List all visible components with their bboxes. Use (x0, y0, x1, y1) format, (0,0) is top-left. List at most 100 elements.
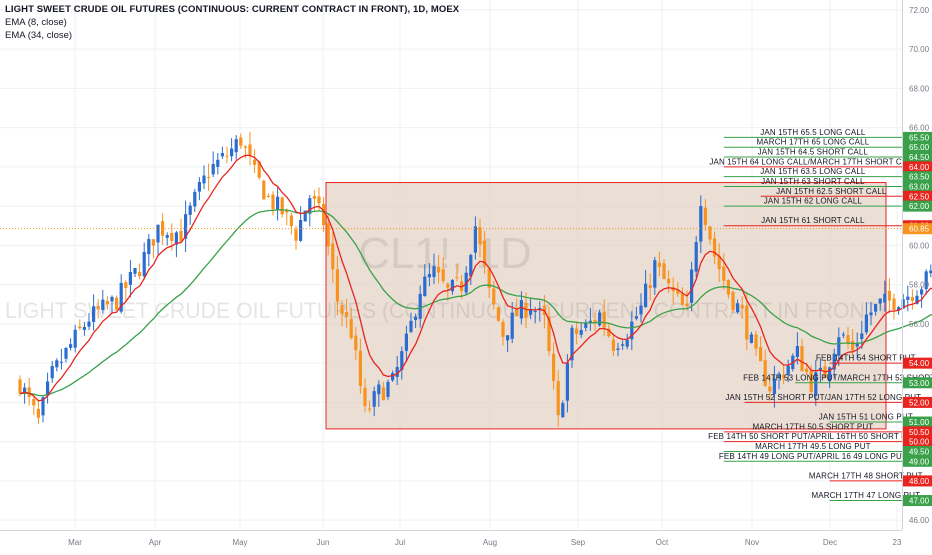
candle-down[interactable] (354, 335, 358, 351)
candle-up[interactable] (897, 307, 901, 311)
candle-up[interactable] (50, 366, 54, 379)
candle-down[interactable] (515, 309, 519, 317)
candle-up[interactable] (828, 367, 832, 382)
candle-up[interactable] (101, 299, 105, 311)
candle-down[interactable] (496, 307, 500, 321)
candle-down[interactable] (151, 239, 155, 246)
candle-up[interactable] (644, 283, 648, 308)
candle-down[interactable] (289, 215, 293, 227)
candle-down[interactable] (105, 300, 109, 305)
candle-up[interactable] (216, 159, 220, 167)
candle-down[interactable] (36, 408, 40, 418)
candle-down[interactable] (27, 387, 31, 397)
candle-down[interactable] (124, 282, 128, 288)
candle-up[interactable] (860, 333, 864, 340)
candle-down[interactable] (667, 278, 671, 284)
candle-up[interactable] (786, 365, 790, 375)
candle-down[interactable] (731, 291, 735, 310)
candle-down[interactable] (680, 293, 684, 305)
candle-up[interactable] (276, 196, 280, 210)
candle-up[interactable] (184, 214, 188, 239)
candle-up[interactable] (855, 342, 859, 347)
candle-up[interactable] (87, 321, 91, 327)
candle-down[interactable] (703, 207, 707, 225)
candle-up[interactable] (82, 326, 86, 330)
candle-up[interactable] (450, 280, 454, 292)
candle-down[interactable] (285, 210, 289, 213)
candle-up[interactable] (694, 242, 698, 272)
candle-down[interactable] (910, 297, 914, 301)
candle-up[interactable] (211, 163, 215, 175)
candle-up[interactable] (230, 148, 234, 157)
candle-down[interactable] (381, 387, 385, 401)
study-ema-8[interactable]: EMA (8, close) (5, 17, 67, 28)
candle-down[interactable] (648, 285, 652, 288)
candle-up[interactable] (41, 397, 45, 416)
candle-down[interactable] (331, 243, 335, 270)
candle-up[interactable] (119, 282, 123, 312)
candle-up[interactable] (110, 296, 114, 302)
candle-down[interactable] (326, 223, 330, 247)
candle-up[interactable] (193, 191, 197, 207)
candle-up[interactable] (391, 373, 395, 381)
candle-up[interactable] (46, 381, 50, 396)
candle-up[interactable] (386, 381, 390, 397)
candle-up[interactable] (621, 344, 625, 346)
candle-up[interactable] (529, 309, 533, 315)
candle-up[interactable] (924, 271, 928, 289)
candle-up[interactable] (901, 299, 905, 309)
candle-up[interactable] (55, 360, 59, 368)
candle-up[interactable] (92, 306, 96, 322)
candle-up[interactable] (533, 311, 537, 313)
candle-up[interactable] (841, 334, 845, 336)
candle-up[interactable] (736, 303, 740, 313)
candle-up[interactable] (73, 329, 77, 348)
candle-down[interactable] (317, 196, 321, 204)
candle-down[interactable] (207, 176, 211, 178)
candle-down[interactable] (138, 271, 142, 277)
candle-up[interactable] (414, 316, 418, 320)
candle-up[interactable] (174, 232, 178, 245)
candle-down[interactable] (243, 146, 247, 148)
candle-up[interactable] (197, 182, 201, 192)
candle-up[interactable] (883, 293, 887, 303)
candle-up[interactable] (165, 235, 169, 238)
candle-down[interactable] (547, 316, 551, 352)
candle-up[interactable] (639, 305, 643, 315)
candle-up[interactable] (395, 366, 399, 377)
candle-down[interactable] (745, 305, 749, 340)
candle-down[interactable] (713, 238, 717, 257)
candle-up[interactable] (423, 276, 427, 296)
candle-down[interactable] (455, 277, 459, 279)
candle-up[interactable] (814, 372, 818, 396)
candle-down[interactable] (782, 374, 786, 379)
candle-down[interactable] (717, 255, 721, 270)
candle-down[interactable] (805, 368, 809, 373)
candle-up[interactable] (510, 312, 514, 339)
candle-down[interactable] (349, 318, 353, 339)
candle-up[interactable] (579, 330, 583, 335)
candle-up[interactable] (565, 362, 569, 401)
candle-up[interactable] (234, 139, 238, 153)
candle-up[interactable] (372, 391, 376, 407)
candle-down[interactable] (225, 155, 229, 157)
candle-up[interactable] (427, 273, 431, 278)
candle-up[interactable] (128, 272, 132, 285)
candle-down[interactable] (363, 387, 367, 407)
ema-34-line[interactable] (19, 209, 932, 397)
candle-up[interactable] (777, 373, 781, 377)
candle-up[interactable] (400, 351, 404, 370)
candle-down[interactable] (170, 232, 174, 241)
candle-down[interactable] (740, 304, 744, 309)
candle-up[interactable] (418, 293, 422, 319)
candle-down[interactable] (312, 196, 316, 199)
candle-up[interactable] (616, 348, 620, 350)
candle-down[interactable] (851, 340, 855, 351)
candle-up[interactable] (915, 295, 919, 304)
candle-up[interactable] (538, 308, 542, 310)
candle-up[interactable] (220, 153, 224, 157)
candle-up[interactable] (156, 224, 160, 243)
candle-up[interactable] (634, 316, 638, 319)
candle-down[interactable] (239, 137, 243, 146)
